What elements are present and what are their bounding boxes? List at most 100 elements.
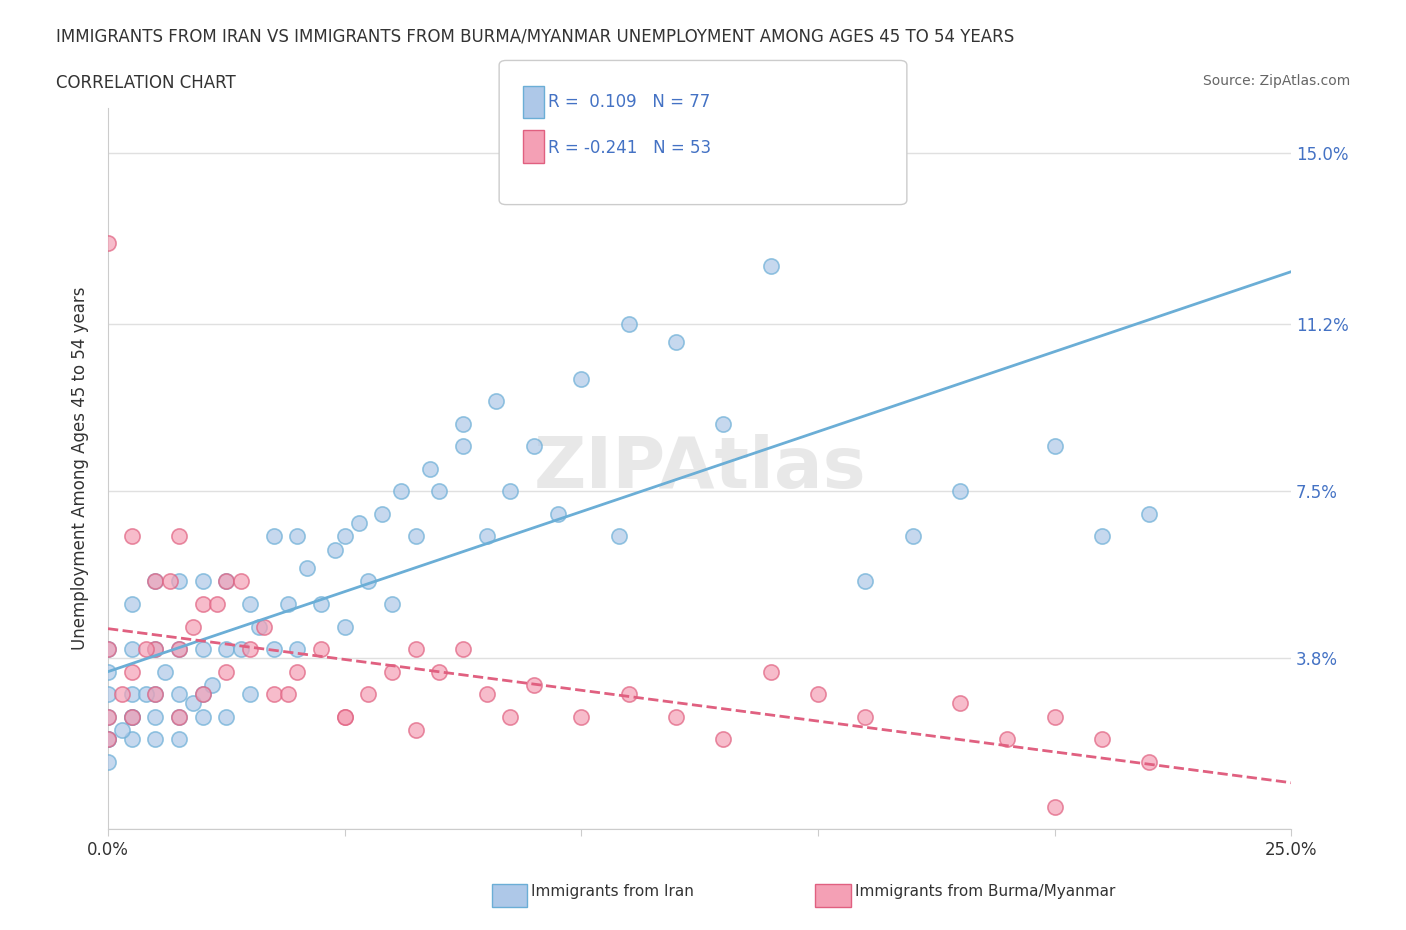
- Point: [191, 596, 214, 611]
- Point: [249, 619, 271, 634]
- Point: [143, 686, 166, 701]
- Point: [143, 642, 166, 657]
- Point: [97, 642, 120, 657]
- Point: [143, 574, 166, 589]
- Point: [333, 710, 356, 724]
- Point: [427, 484, 450, 498]
- Point: [569, 371, 592, 386]
- Point: [323, 542, 346, 557]
- Point: [121, 710, 143, 724]
- Point: [427, 664, 450, 679]
- Point: [97, 664, 120, 679]
- Point: [309, 596, 332, 611]
- Point: [665, 710, 688, 724]
- Point: [215, 642, 238, 657]
- Y-axis label: Unemployment Among Ages 45 to 54 years: Unemployment Among Ages 45 to 54 years: [72, 287, 89, 650]
- Point: [167, 710, 190, 724]
- Point: [239, 686, 262, 701]
- Point: [239, 642, 262, 657]
- Point: [167, 529, 190, 544]
- Point: [853, 710, 876, 724]
- Point: [167, 686, 190, 701]
- Text: Immigrants from Burma/Myanmar: Immigrants from Burma/Myanmar: [855, 884, 1115, 898]
- Point: [901, 529, 924, 544]
- Point: [853, 574, 876, 589]
- Point: [1137, 506, 1160, 521]
- Point: [475, 686, 498, 701]
- Point: [167, 642, 190, 657]
- Point: [759, 259, 782, 273]
- Point: [229, 642, 252, 657]
- Point: [97, 686, 120, 701]
- Point: [357, 574, 380, 589]
- Point: [153, 664, 176, 679]
- Point: [451, 416, 474, 431]
- Point: [121, 710, 143, 724]
- Point: [167, 574, 190, 589]
- Point: [181, 619, 204, 634]
- Point: [229, 574, 252, 589]
- Point: [347, 515, 370, 530]
- Point: [191, 642, 214, 657]
- Point: [499, 710, 522, 724]
- Point: [523, 439, 546, 454]
- Text: ZIPAtlas: ZIPAtlas: [533, 434, 866, 503]
- Point: [97, 642, 120, 657]
- Point: [159, 574, 181, 589]
- Point: [263, 686, 285, 701]
- Point: [711, 416, 734, 431]
- Point: [121, 529, 143, 544]
- Point: [391, 484, 413, 498]
- Point: [1091, 529, 1114, 544]
- Point: [1043, 710, 1066, 724]
- Point: [607, 529, 630, 544]
- Point: [1137, 754, 1160, 769]
- Point: [191, 686, 214, 701]
- Point: [143, 710, 166, 724]
- Point: [485, 393, 508, 408]
- Point: [277, 686, 299, 701]
- Point: [215, 574, 238, 589]
- Point: [215, 574, 238, 589]
- Point: [121, 642, 143, 657]
- Point: [381, 664, 404, 679]
- Point: [1091, 732, 1114, 747]
- Point: [295, 561, 318, 576]
- Point: [277, 596, 299, 611]
- Point: [711, 732, 734, 747]
- Point: [995, 732, 1018, 747]
- Point: [215, 664, 238, 679]
- Point: [1043, 800, 1066, 815]
- Point: [309, 642, 332, 657]
- Point: [547, 506, 569, 521]
- Text: R =  0.109   N = 77: R = 0.109 N = 77: [548, 93, 710, 111]
- Point: [121, 664, 143, 679]
- Point: [97, 754, 120, 769]
- Point: [239, 596, 262, 611]
- Point: [451, 439, 474, 454]
- Text: CORRELATION CHART: CORRELATION CHART: [56, 74, 236, 92]
- Point: [451, 642, 474, 657]
- Point: [143, 686, 166, 701]
- Point: [191, 686, 214, 701]
- Point: [191, 710, 214, 724]
- Point: [665, 335, 688, 350]
- Point: [333, 619, 356, 634]
- Point: [285, 642, 308, 657]
- Point: [191, 574, 214, 589]
- Point: [111, 723, 134, 737]
- Point: [475, 529, 498, 544]
- Point: [143, 642, 166, 657]
- Point: [135, 642, 157, 657]
- Point: [143, 574, 166, 589]
- Point: [419, 461, 441, 476]
- Point: [121, 686, 143, 701]
- Text: R = -0.241   N = 53: R = -0.241 N = 53: [548, 140, 711, 157]
- Point: [205, 596, 228, 611]
- Point: [333, 710, 356, 724]
- Point: [405, 529, 427, 544]
- Point: [167, 710, 190, 724]
- Point: [97, 710, 120, 724]
- Point: [111, 686, 134, 701]
- Point: [759, 664, 782, 679]
